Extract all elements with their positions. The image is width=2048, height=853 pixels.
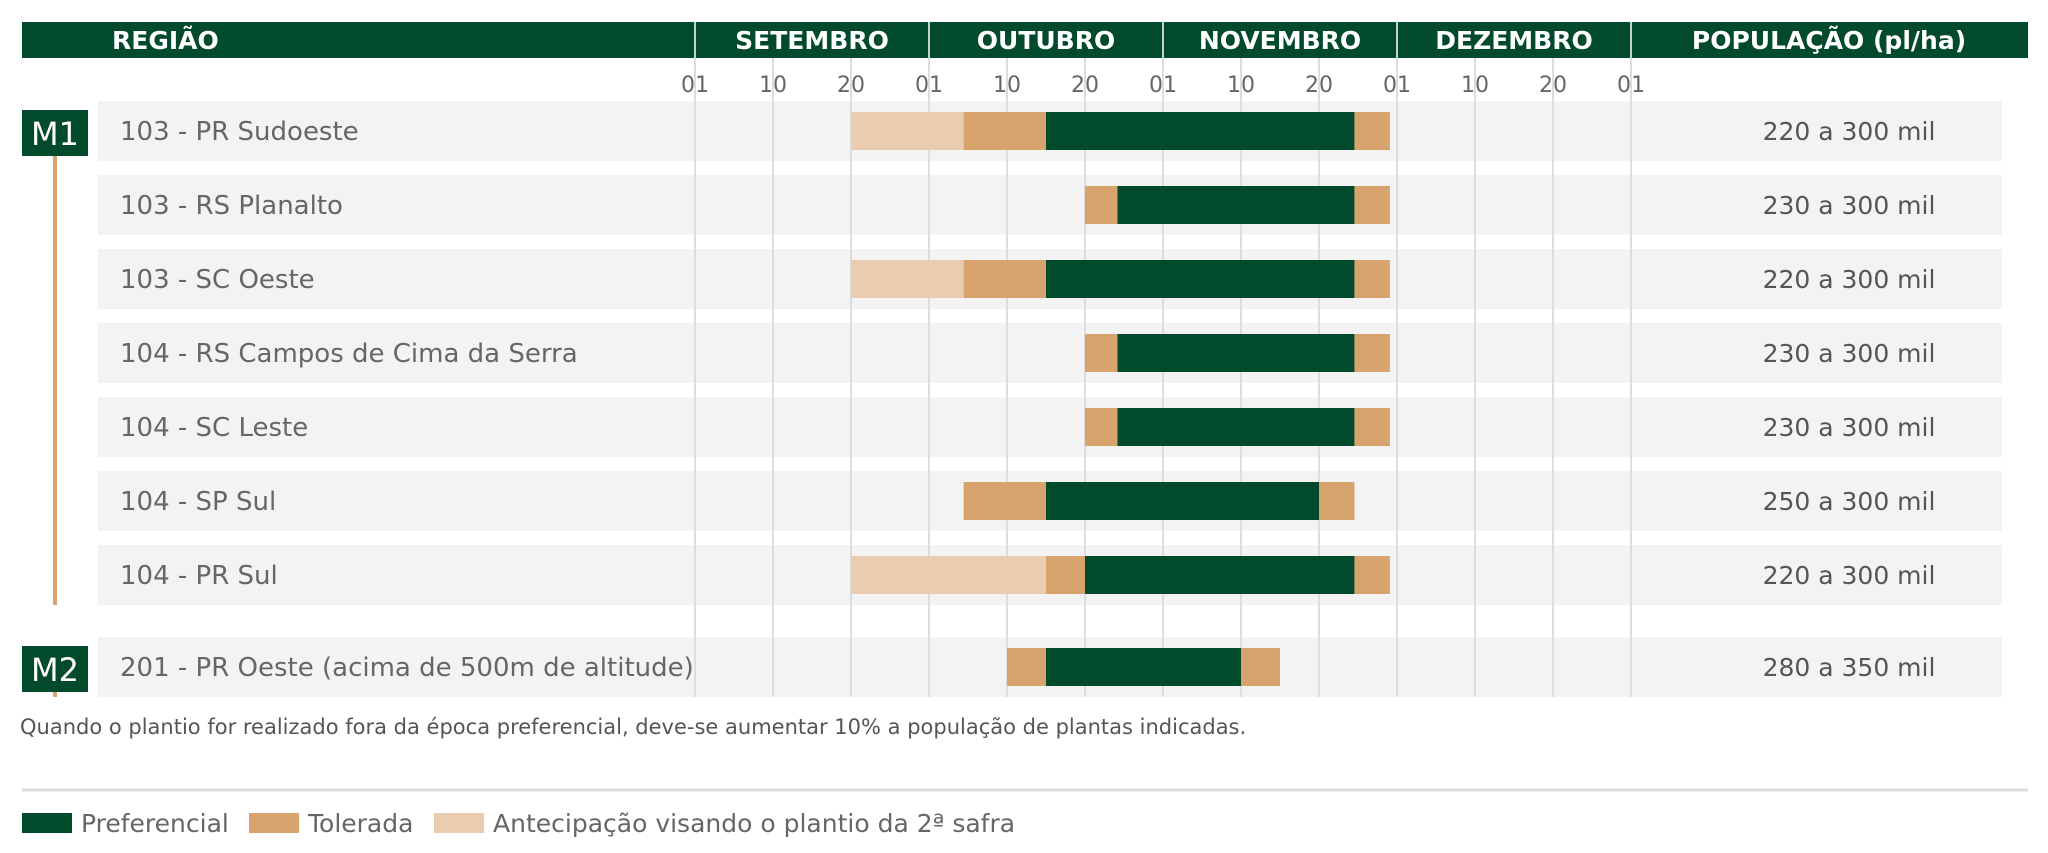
region-label: 201 - PR Oeste (acima de 500m de altitud…: [120, 653, 694, 683]
bar-tolerada: [1354, 186, 1390, 224]
tick-label: 20: [1071, 73, 1099, 98]
region-label: 104 - PR Sul: [120, 561, 278, 591]
population-value: 230 a 300 mil: [1763, 413, 1936, 442]
population-value: 220 a 300 mil: [1763, 561, 1936, 590]
row-background: [98, 175, 2002, 235]
bar-tolerada: [963, 482, 1046, 520]
tick-label: 10: [1461, 73, 1489, 98]
bar-preferencial: [1046, 112, 1355, 150]
group-badge: [22, 110, 88, 156]
population-value: 230 a 300 mil: [1763, 339, 1936, 368]
bar-tolerada: [1085, 186, 1118, 224]
legend-swatch-antecipacao: [434, 813, 484, 833]
bar-tolerada: [1354, 260, 1390, 298]
region-label: 104 - RS Campos de Cima da Serra: [120, 339, 578, 369]
bar-preferencial: [1085, 556, 1355, 594]
bar-tolerada: [963, 260, 1046, 298]
population-value: 220 a 300 mil: [1763, 265, 1936, 294]
tick-label: 10: [993, 73, 1021, 98]
bar-preferencial: [1046, 482, 1319, 520]
region-label: 104 - SC Leste: [120, 413, 308, 443]
tick-label: 10: [759, 73, 787, 98]
population-value: 250 a 300 mil: [1763, 487, 1936, 516]
bar-antecipacao: [851, 556, 1046, 594]
bar-tolerada: [1354, 408, 1390, 446]
tick-label: 20: [837, 73, 865, 98]
group-label: M2: [31, 651, 79, 689]
bar-preferencial: [1046, 260, 1355, 298]
bar-antecipacao: [851, 112, 964, 150]
region-label: 104 - SP Sul: [120, 487, 276, 517]
legend-swatch-tolerada: [249, 813, 299, 833]
group-badge: [22, 646, 88, 692]
tick-label: 01: [1149, 73, 1177, 98]
tick-label: 01: [1383, 73, 1411, 98]
bar-preferencial: [1117, 408, 1355, 446]
legend-label-preferencial: Preferencial: [81, 809, 229, 838]
population-value: 230 a 300 mil: [1763, 191, 1936, 220]
header-month-dezembro: DEZEMBRO: [1435, 26, 1592, 55]
tick-label: 20: [1305, 73, 1333, 98]
bar-preferencial: [1046, 648, 1241, 686]
header-regiao: REGIÃO: [112, 26, 219, 55]
bar-tolerada: [1085, 408, 1118, 446]
bar-tolerada: [1354, 112, 1390, 150]
bar-antecipacao: [851, 260, 964, 298]
header-month-novembro: NOVEMBRO: [1199, 26, 1361, 55]
row-background: [98, 323, 2002, 383]
tick-label: 01: [915, 73, 943, 98]
bar-tolerada: [1354, 334, 1390, 372]
bar-tolerada: [963, 112, 1046, 150]
legend-label-antecipacao: Antecipação visando o plantio da 2ª safr…: [493, 809, 1015, 838]
tick-label: 01: [1617, 73, 1645, 98]
header-populacao: POPULAÇÃO (pl/ha): [1692, 26, 1966, 55]
bar-tolerada: [1241, 648, 1280, 686]
region-label: 103 - PR Sudoeste: [120, 117, 359, 147]
bar-tolerada: [1354, 556, 1390, 594]
bar-tolerada: [1085, 334, 1118, 372]
population-value: 220 a 300 mil: [1763, 117, 1936, 146]
group-label: M1: [31, 115, 79, 153]
header-month-outubro: OUTUBRO: [977, 26, 1115, 55]
tick-label: 01: [681, 73, 709, 98]
bar-tolerada: [1046, 556, 1085, 594]
tick-label: 20: [1539, 73, 1567, 98]
legend-label-tolerada: Tolerada: [307, 809, 413, 838]
bar-tolerada: [1007, 648, 1046, 686]
bar-preferencial: [1117, 334, 1355, 372]
region-label: 103 - RS Planalto: [120, 191, 343, 221]
footnote: Quando o plantio for realizado fora da é…: [20, 715, 1246, 739]
tick-label: 10: [1227, 73, 1255, 98]
population-value: 280 a 350 mil: [1763, 653, 1936, 682]
legend-swatch-preferencial: [22, 813, 72, 833]
bar-tolerada: [1319, 482, 1355, 520]
header-month-setembro: SETEMBRO: [735, 26, 889, 55]
row-background: [98, 397, 2002, 457]
header-bar: [22, 22, 2028, 58]
bar-preferencial: [1117, 186, 1355, 224]
region-label: 103 - SC Oeste: [120, 265, 315, 295]
